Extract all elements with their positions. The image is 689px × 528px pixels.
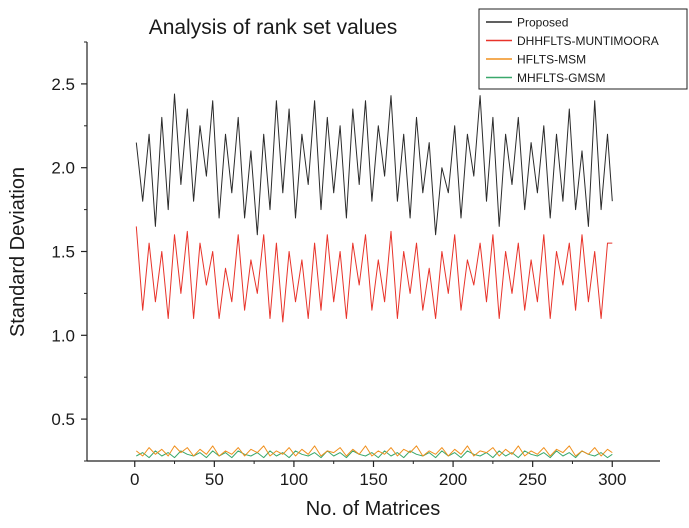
series-line-mhflts-gmsm bbox=[136, 450, 613, 459]
x-axis-label: No. of Matrices bbox=[306, 498, 440, 520]
y-tick-label: 2.0 bbox=[51, 159, 75, 178]
series-line-hflts-msm bbox=[135, 445, 613, 457]
legend-box bbox=[478, 8, 688, 90]
legend-label: DHHFLTS-MUNTIMOORA bbox=[517, 34, 659, 48]
x-axis-ticks: 0 50 100 150 200 250 300 bbox=[130, 461, 626, 489]
y-tick-label: 0.5 bbox=[51, 410, 75, 429]
legend-label: MHFLTS-GMSM bbox=[517, 71, 605, 85]
x-tick-label: 250 bbox=[518, 470, 546, 489]
y-tick-label: 1.5 bbox=[51, 243, 75, 262]
chart-title: Analysis of rank set values bbox=[149, 16, 398, 39]
x-tick-label: 50 bbox=[205, 470, 224, 489]
x-tick-label: 150 bbox=[359, 470, 387, 489]
legend: Proposed DHHFLTS-MUNTIMOORA HFLTS-MSM MHFLT… bbox=[478, 8, 688, 90]
legend-items: Proposed DHHFLTS-MUNTIMOORA HFLTS-MSM MHFLT… bbox=[486, 16, 659, 85]
series-line-proposed bbox=[135, 93, 613, 236]
series-layer bbox=[135, 93, 613, 459]
plot-area: 0 50 100 150 200 250 300 0.5 1.0 1.5 2.0 2.5 bbox=[51, 41, 660, 489]
x-tick-label: 0 bbox=[130, 470, 139, 489]
x-tick-label: 300 bbox=[598, 470, 626, 489]
x-tick-label: 200 bbox=[439, 470, 467, 489]
legend-label: Proposed bbox=[517, 16, 568, 30]
y-tick-label: 2.5 bbox=[51, 75, 75, 94]
y-axis-ticks: 0.5 1.0 1.5 2.0 2.5 bbox=[51, 41, 87, 462]
legend-label: HFLTS-MSM bbox=[517, 53, 586, 67]
series-line-dhhflts-muntimoora bbox=[135, 226, 613, 323]
y-axis-label: Standard Deviation bbox=[7, 167, 29, 337]
y-tick-label: 1.0 bbox=[51, 326, 75, 345]
x-tick-label: 100 bbox=[280, 470, 308, 489]
